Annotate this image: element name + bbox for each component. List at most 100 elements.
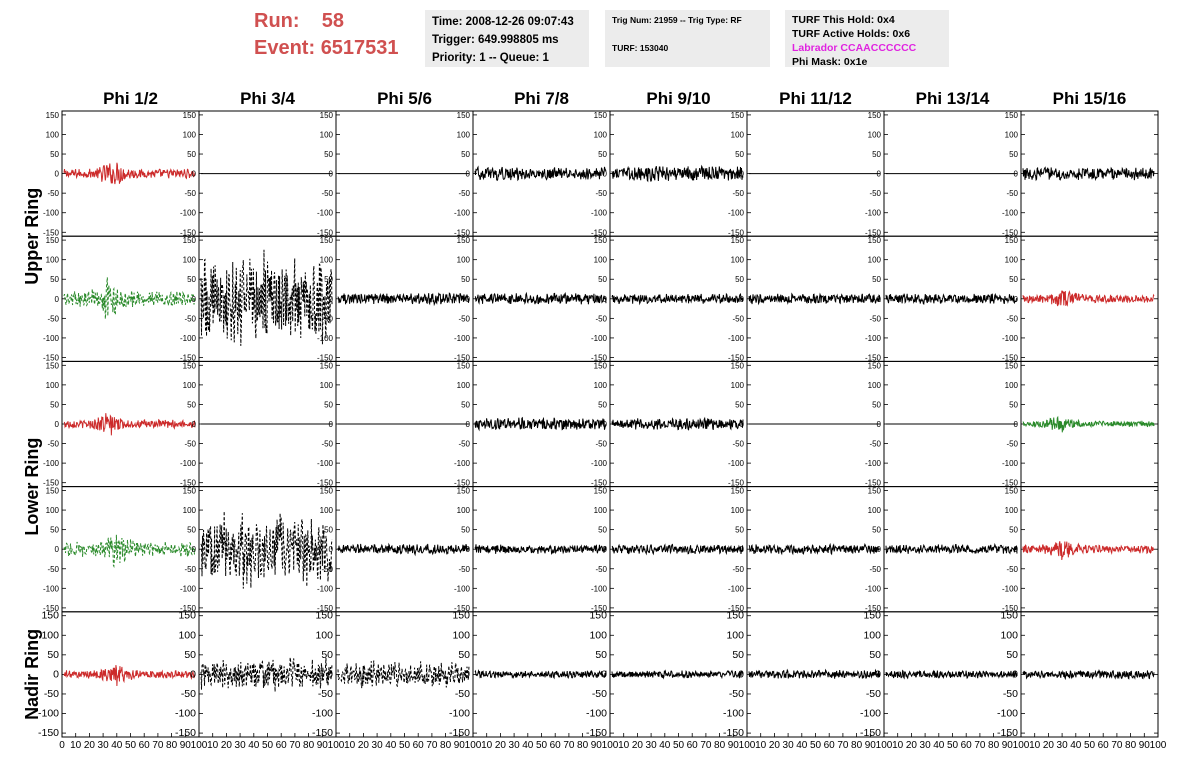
x-tick-label: 20 [495, 740, 507, 751]
column-header: Phi 7/8 [514, 89, 569, 108]
y-tick-label: 150 [594, 361, 608, 370]
x-tick-label: 100 [328, 740, 345, 751]
x-tick-label: 40 [1070, 740, 1082, 751]
y-tick-label: -50 [321, 314, 333, 323]
y-tick-label: 100 [46, 130, 60, 139]
x-tick-label: 40 [111, 740, 123, 751]
y-tick-label: 0 [601, 668, 607, 680]
y-tick-label: -50 [184, 189, 196, 198]
x-tick-label: 100 [876, 740, 893, 751]
y-tick-label: 0 [329, 545, 334, 554]
y-tick-label: 100 [178, 629, 196, 641]
y-tick-label: 150 [183, 236, 197, 245]
y-tick-label: 150 [183, 111, 197, 120]
y-tick-label: 150 [452, 610, 470, 622]
y-tick-label: -150 [43, 604, 60, 613]
y-tick-label: 0 [877, 420, 882, 429]
y-tick-label: -50 [1006, 440, 1018, 449]
y-tick-label: 0 [192, 170, 197, 179]
y-tick-label: -100 [38, 708, 59, 720]
y-tick-label: -100 [180, 459, 197, 468]
x-tick-label: 10 [481, 740, 493, 751]
x-tick-label: 90 [1002, 740, 1014, 751]
x-tick-label: 30 [372, 740, 384, 751]
waveform-trace [1022, 541, 1155, 561]
y-tick-label: 0 [877, 295, 882, 304]
y-tick-label: 50 [872, 400, 881, 409]
x-tick-label: 100 [1013, 740, 1030, 751]
y-tick-label: 150 [1005, 111, 1019, 120]
y-tick-label: 150 [868, 361, 882, 370]
x-tick-label: 80 [577, 740, 589, 751]
y-tick-label: -150 [454, 228, 471, 237]
run-value: 58 [321, 10, 345, 32]
y-tick-label: -100 [1002, 584, 1019, 593]
y-tick-label: 50 [187, 526, 196, 535]
x-tick-label: 70 [289, 740, 301, 751]
x-tick-label: 50 [1084, 740, 1096, 751]
y-tick-label: 150 [731, 111, 745, 120]
y-tick-label: 100 [457, 381, 471, 390]
y-tick-label: 100 [589, 629, 607, 641]
y-tick-label: 100 [594, 506, 608, 515]
y-tick-label: -150 [180, 604, 197, 613]
time-info-box: Time: 2008-12-26 09:07:43 Trigger: 649.9… [425, 10, 589, 67]
x-tick-label: 90 [454, 740, 466, 751]
y-tick-label: 100 [731, 256, 745, 265]
x-tick-label: 50 [673, 740, 685, 751]
x-tick-label: 100 [465, 740, 482, 751]
x-tick-label: 90 [591, 740, 603, 751]
x-tick-label: 80 [440, 740, 452, 751]
y-tick-label: -150 [728, 353, 745, 362]
x-tick-label: 20 [769, 740, 781, 751]
x-tick-label: 30 [920, 740, 932, 751]
x-tick-label: 30 [646, 740, 658, 751]
panel-frame [198, 235, 337, 362]
y-tick-label: 50 [1009, 150, 1018, 159]
y-tick-label: 0 [327, 668, 333, 680]
y-tick-label: -150 [317, 604, 334, 613]
x-tick-label: 30 [783, 740, 795, 751]
y-tick-label: -100 [865, 584, 882, 593]
y-tick-label: -50 [318, 688, 333, 700]
y-tick-label: 100 [457, 256, 471, 265]
y-tick-label: 100 [594, 381, 608, 390]
x-tick-label: 30 [1057, 740, 1069, 751]
waveform-trace [748, 668, 881, 680]
x-tick-label: 100 [1150, 740, 1167, 751]
y-tick-label: 50 [50, 526, 59, 535]
y-tick-label: -150 [728, 604, 745, 613]
x-tick-label: 20 [906, 740, 918, 751]
y-tick-label: 150 [1000, 610, 1018, 622]
y-tick-label: 100 [868, 256, 882, 265]
y-tick-label: 100 [183, 130, 197, 139]
y-tick-label: -50 [458, 314, 470, 323]
y-tick-label: 0 [603, 295, 608, 304]
x-tick-label: 20 [632, 740, 644, 751]
y-tick-label: -50 [47, 440, 59, 449]
x-tick-label: 100 [739, 740, 756, 751]
y-tick-label: -100 [175, 708, 196, 720]
y-tick-label: 150 [457, 361, 471, 370]
y-tick-label: 50 [47, 649, 59, 661]
waveform-trace [611, 543, 744, 556]
x-tick-label: 20 [358, 740, 370, 751]
y-tick-label: 100 [1005, 506, 1019, 515]
y-tick-label: 50 [598, 400, 607, 409]
y-tick-label: -100 [317, 334, 334, 343]
x-tick-label: 10 [207, 740, 219, 751]
y-tick-label: 100 [46, 256, 60, 265]
x-tick-label: 60 [1098, 740, 1110, 751]
y-tick-label: 0 [466, 170, 471, 179]
y-tick-label: 100 [315, 629, 333, 641]
y-tick-label: -150 [865, 479, 882, 488]
y-tick-label: -100 [591, 584, 608, 593]
x-tick-label: 50 [810, 740, 822, 751]
y-tick-label: 100 [594, 130, 608, 139]
y-tick-label: 50 [872, 526, 881, 535]
y-tick-label: -100 [180, 584, 197, 593]
x-tick-label: 10 [70, 740, 82, 751]
y-tick-label: -100 [728, 584, 745, 593]
x-tick-label: 60 [413, 740, 425, 751]
y-tick-label: -150 [180, 479, 197, 488]
